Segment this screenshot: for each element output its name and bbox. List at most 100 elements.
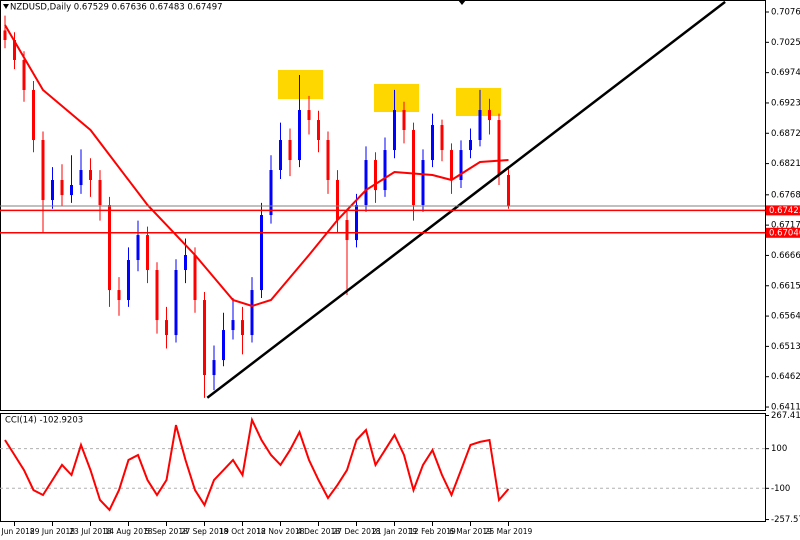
y-tick-label: 0.66665 — [771, 251, 800, 261]
candle-body — [22, 59, 26, 91]
x-tick-label: 7 Jun 2018 — [0, 527, 35, 536]
y-tick-label: 0.65135 — [771, 342, 800, 352]
candle-body — [488, 110, 491, 121]
candle-body — [127, 260, 130, 301]
highlight-box — [278, 70, 323, 99]
x-tick-label: 21 Jan 2019 — [372, 527, 417, 536]
y-tick-label: 0.67685 — [771, 190, 800, 200]
candle-body — [174, 270, 178, 336]
candle-body — [431, 125, 434, 161]
period-marker — [458, 0, 466, 5]
x-tick-label: 5 Sep 2018 — [145, 527, 188, 536]
x-tick-label: 27 Sep 2018 — [181, 527, 229, 536]
candle-body — [260, 215, 263, 291]
candle-body — [60, 180, 64, 196]
x-tick-label: 14 Aug 2018 — [104, 527, 152, 536]
x-tick-label: 25 Mar 2019 — [485, 527, 533, 536]
candle-body — [79, 170, 83, 185]
candle-body — [279, 139, 282, 171]
candle-body — [250, 290, 254, 336]
x-tick-label: 12 Feb 2019 — [409, 527, 456, 536]
trendline — [206, 0, 726, 399]
candle-body — [469, 139, 472, 151]
level-label: 0.67423 — [769, 206, 800, 216]
y-tick-label: -257.5738 — [771, 515, 800, 525]
candle-body — [317, 120, 320, 140]
candle-body — [51, 180, 54, 201]
candle-body — [421, 160, 425, 206]
x-tick-label: 12 Nov 2018 — [256, 527, 304, 536]
candle-body — [231, 320, 235, 331]
candle-body — [212, 360, 216, 376]
moving-average — [4, 24, 509, 308]
candle-body — [288, 139, 292, 161]
cci-line — [4, 416, 510, 512]
candle-body — [336, 180, 339, 221]
y-tick-label: 0.64115 — [771, 403, 800, 413]
x-tick-label: 27 Dec 2018 — [333, 527, 381, 536]
candle-body — [307, 110, 311, 121]
candle-body — [393, 110, 396, 151]
candle-body — [203, 300, 206, 376]
level-label: 0.67046 — [769, 228, 800, 238]
candle-body — [117, 290, 121, 301]
y-tick-label: 267.4132 — [771, 411, 800, 421]
candle-body — [165, 320, 168, 336]
candle-body — [326, 139, 330, 181]
candle-body — [440, 125, 444, 151]
x-tick-label: 29 Jun 2018 — [30, 527, 75, 536]
candle-body — [241, 320, 244, 336]
candle-body — [345, 220, 349, 241]
y-tick-label: 100 — [771, 444, 787, 454]
menu-icon — [3, 4, 9, 9]
x-tick-label: 6 Mar 2019 — [449, 527, 492, 536]
candle-body — [193, 255, 197, 301]
level-label-box — [766, 227, 800, 238]
level-label-box — [766, 205, 800, 216]
y-tick-label: 0.65645 — [771, 312, 800, 322]
candle-body — [269, 170, 273, 216]
candle-body — [155, 270, 159, 321]
y-tick-label: 0.67175 — [771, 221, 800, 231]
candle-body — [146, 235, 149, 271]
candle-body — [3, 30, 7, 41]
candle-body — [298, 110, 301, 161]
cci-panel-frame — [0, 413, 766, 522]
indicator-title: CCI(14) -102.9203 — [5, 416, 83, 426]
x-tick-label: 23 Jul 2018 — [69, 527, 112, 536]
candle-body — [450, 150, 453, 181]
candle-body — [402, 110, 406, 131]
candle-body — [374, 160, 377, 191]
x-tick-label: 19 Oct 2018 — [219, 527, 266, 536]
y-tick-label: -100 — [771, 484, 790, 494]
candle-body — [98, 180, 102, 206]
candle-body — [507, 175, 510, 206]
candle-body — [108, 205, 111, 291]
candle-body — [497, 120, 501, 176]
candle-body — [136, 235, 140, 261]
y-tick-label: 0.66155 — [771, 281, 800, 291]
candle-body — [478, 110, 482, 140]
chart-title: NZDUSD,Daily 0.67529 0.67636 0.67483 0.6… — [10, 3, 223, 13]
candle-body — [89, 170, 92, 181]
candle-body — [32, 90, 35, 140]
candle-body — [70, 184, 73, 196]
y-tick-label: 0.64625 — [771, 372, 800, 382]
candle-body — [412, 130, 415, 206]
candle-body — [222, 330, 225, 361]
x-tick-label: 4 Dec 2018 — [297, 527, 340, 536]
candle-body — [383, 150, 387, 191]
candle-body — [355, 205, 358, 241]
candle-body — [13, 40, 16, 60]
candle-body — [184, 255, 187, 271]
candle-body — [41, 139, 45, 201]
highlight-box — [374, 84, 419, 112]
